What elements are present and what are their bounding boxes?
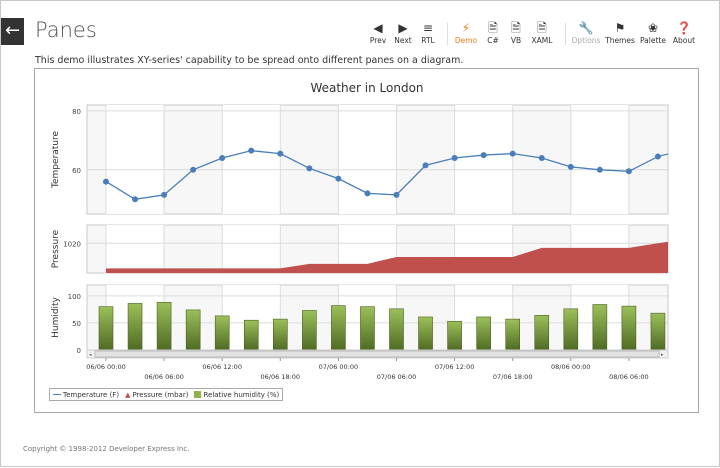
temperature-point (277, 151, 283, 157)
temperature-point (568, 164, 574, 170)
temperature-point (423, 162, 429, 168)
chart-title: Weather in London (310, 81, 423, 95)
pane-band (455, 105, 513, 214)
x-tick-label: 07/06 18:00 (493, 373, 533, 381)
y-tick-label: 60 (72, 167, 81, 175)
humidity-bar (273, 319, 287, 350)
temperature-point (452, 155, 458, 161)
x-tick-label: 08/06 00:00 (551, 363, 591, 371)
x-tick-label: 06/06 18:00 (261, 373, 301, 381)
x-tick-label: 07/06 00:00 (319, 363, 359, 371)
temperature-point (510, 151, 516, 157)
x-tick-label: 07/06 06:00 (377, 373, 417, 381)
temperature-point (335, 176, 341, 182)
x-tick-label: 07/06 12:00 (435, 363, 475, 371)
temperature-point (248, 148, 254, 154)
y-axis-label: Pressure (51, 229, 61, 268)
temperature-point (161, 192, 167, 198)
humidity-bar (390, 309, 404, 350)
y-tick-label: 80 (72, 108, 81, 116)
temperature-point (306, 165, 312, 171)
humidity-bar (448, 321, 462, 350)
humidity-bar (535, 315, 549, 350)
x-tick-label: 06/06 06:00 (144, 373, 184, 381)
triangle-swatch-icon: ▲ (125, 391, 130, 399)
humidity-bar (157, 302, 171, 350)
humidity-bar (564, 309, 578, 350)
temperature-point (481, 152, 487, 158)
humidity-bar (128, 303, 142, 350)
humidity-bar (622, 306, 636, 350)
humidity-bar (419, 317, 433, 350)
humidity-bar (477, 317, 491, 350)
temperature-point (394, 192, 400, 198)
humidity-bar (302, 310, 316, 350)
y-axis-label: Humidity (51, 296, 61, 337)
x-tick-label: 06/06 00:00 (86, 363, 126, 371)
humidity-bar (331, 306, 345, 350)
temperature-point (539, 155, 545, 161)
temperature-point (132, 196, 138, 202)
legend-item-temperature: Temperature (F) (53, 391, 119, 399)
y-tick-label: 0 (77, 347, 81, 355)
pane-band (338, 105, 396, 214)
y-tick-label: 1020 (63, 240, 81, 248)
y-tick-label: 100 (68, 293, 81, 301)
scrollbar-thumb[interactable] (95, 351, 659, 357)
temperature-point (626, 168, 632, 174)
temperature-point (655, 154, 661, 160)
humidity-bar (651, 313, 665, 350)
x-tick-label: 06/06 12:00 (202, 363, 242, 371)
humidity-bar (215, 316, 229, 350)
x-tick-label: 08/06 06:00 (609, 373, 649, 381)
chart-legend: Temperature (F) ▲Pressure (mbar) Relativ… (49, 388, 283, 401)
pane-band (106, 225, 164, 273)
temperature-point (684, 146, 690, 152)
humidity-bar (360, 307, 374, 350)
line-swatch-icon (53, 394, 61, 396)
bar-swatch-icon (194, 391, 201, 398)
pane-band (222, 105, 280, 214)
legend-item-humidity: Relative humidity (%) (194, 391, 279, 399)
y-axis-label: Temperature (51, 131, 61, 189)
temperature-point (190, 167, 196, 173)
temperature-point (364, 190, 370, 196)
humidity-bar (244, 320, 258, 350)
temperature-point (219, 155, 225, 161)
copyright: Copyright © 1998-2012 Developer Express … (23, 445, 189, 453)
temperature-point (103, 179, 109, 185)
pane-band (571, 105, 629, 214)
y-tick-label: 50 (72, 320, 81, 328)
temperature-point (597, 167, 603, 173)
humidity-bar (506, 319, 520, 350)
humidity-bar (186, 310, 200, 350)
legend-item-pressure: ▲Pressure (mbar) (125, 391, 188, 399)
pane-band (222, 225, 280, 273)
humidity-bar (593, 305, 607, 351)
humidity-bar (99, 307, 113, 350)
